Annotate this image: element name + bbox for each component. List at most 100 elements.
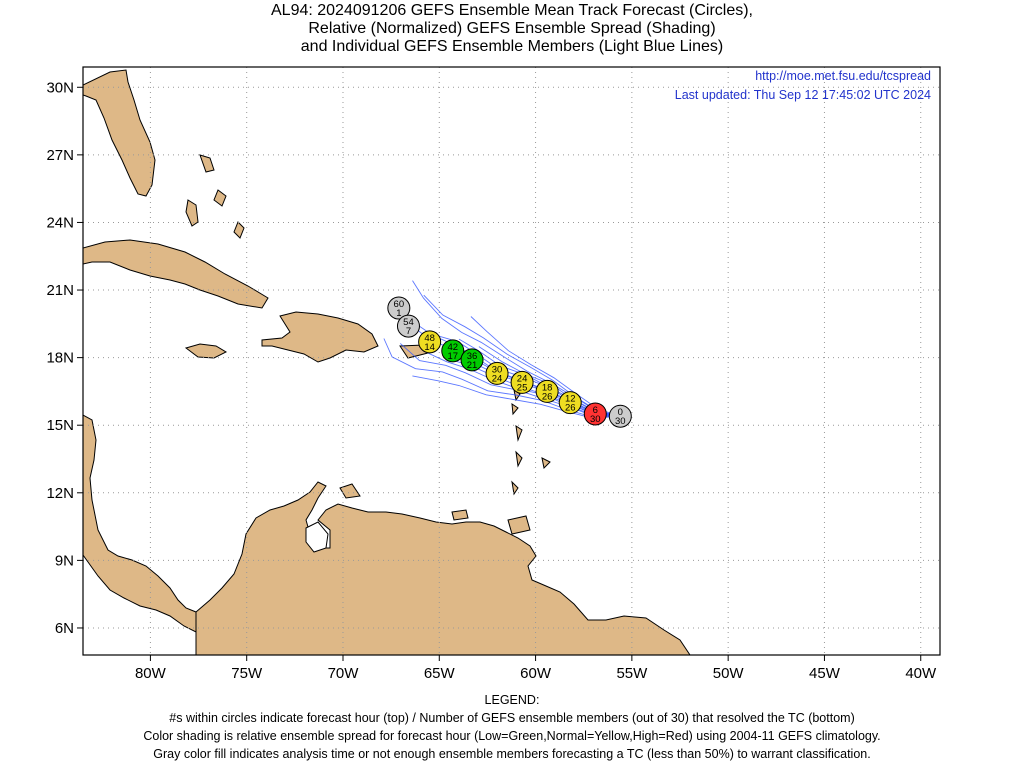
land-florida xyxy=(83,69,156,197)
member-count-label: 21 xyxy=(467,360,478,371)
lon-tick-label: 50W xyxy=(713,665,745,682)
lat-tick-label: 27N xyxy=(46,147,74,164)
land-south-america xyxy=(195,481,691,655)
forecast-hour-label: 54 xyxy=(403,317,414,328)
track-circle xyxy=(441,339,465,363)
ensemble-member-line xyxy=(423,294,621,417)
lon-tick-label: 70W xyxy=(328,665,360,682)
gridlines xyxy=(83,67,940,655)
lon-tick-label: 65W xyxy=(424,665,456,682)
axis-ticks: 30N 27N 24N 21N 18N 15N 12N 9N 6N 80W 75W 70W 65W 60W… xyxy=(46,79,937,682)
forecast-hour-label: 48 xyxy=(424,333,435,344)
legend-line-2: Color shading is relative ensemble sprea… xyxy=(143,729,881,743)
forecast-hour-label: 42 xyxy=(447,342,458,353)
lake-maracaibo xyxy=(305,521,329,553)
lon-tick-label: 45W xyxy=(809,665,841,682)
member-count-label: 7 xyxy=(406,326,411,337)
lat-tick-label: 12N xyxy=(46,485,74,502)
last-updated: Last updated: Thu Sep 12 17:45:02 UTC 20… xyxy=(675,88,931,102)
track-circle xyxy=(583,402,607,426)
land-bahamas-3 xyxy=(213,189,227,207)
land-antilles-3 xyxy=(515,424,523,442)
lon-tick-label: 55W xyxy=(616,665,648,682)
legend-line-1: #s within circles indicate forecast hour… xyxy=(169,711,855,725)
lon-tick-label: 60W xyxy=(520,665,552,682)
track-circle xyxy=(608,404,632,428)
member-count-label: 25 xyxy=(517,382,528,393)
forecast-hour-label: 60 xyxy=(394,299,405,310)
track-point: 601 xyxy=(387,296,411,320)
lon-tick-label: 75W xyxy=(231,665,263,682)
title-line-2: Relative (Normalized) GEFS Ensemble Spre… xyxy=(308,20,716,37)
track-circle xyxy=(396,314,420,338)
member-count-label: 14 xyxy=(424,342,435,353)
land-antilles-4 xyxy=(515,450,523,468)
lat-tick-label: 30N xyxy=(46,79,74,96)
land-jamaica xyxy=(184,343,228,359)
plot-frame xyxy=(82,66,941,656)
lat-tick-label: 21N xyxy=(46,282,74,299)
member-count-label: 26 xyxy=(565,403,576,414)
land-trinidad xyxy=(507,515,531,535)
title-line-1: AL94: 2024091206 GEFS Ensemble Mean Trac… xyxy=(271,2,753,19)
member-count-label: 30 xyxy=(615,416,626,427)
land-antilles-2 xyxy=(511,402,519,416)
land-margarita xyxy=(451,509,469,521)
lat-tick-label: 24N xyxy=(46,214,74,231)
legend-heading: LEGEND: xyxy=(484,693,540,707)
land-bahamas-4 xyxy=(233,221,245,239)
forecast-hour-label: 36 xyxy=(467,351,478,362)
forecast-hour-label: 30 xyxy=(492,364,503,375)
track-circle xyxy=(485,361,509,385)
ensemble-member-line xyxy=(399,343,621,417)
track-point: 547 xyxy=(396,314,420,338)
chart-title: AL94: 2024091206 GEFS Ensemble Mean Trac… xyxy=(0,2,1024,56)
track-circle xyxy=(387,296,411,320)
lon-tick-label: 40W xyxy=(905,665,937,682)
member-count-label: 17 xyxy=(447,351,458,362)
title-line-3: and Individual GEFS Ensemble Members (Li… xyxy=(300,38,724,55)
member-count-label: 24 xyxy=(492,373,503,384)
forecast-hour-label: 0 xyxy=(618,407,623,418)
source-url: http://moe.met.fsu.edu/tcspread xyxy=(755,69,931,83)
forecast-hour-label: 12 xyxy=(565,394,576,405)
track-circle xyxy=(460,348,484,372)
legend: LEGEND: #s within circles indicate forec… xyxy=(0,691,1024,763)
track-circle xyxy=(535,379,559,403)
land-hispaniola xyxy=(261,311,379,363)
land-bahamas-1 xyxy=(185,199,199,227)
land-layer xyxy=(83,69,691,655)
lat-tick-label: 9N xyxy=(55,552,74,569)
forecast-hour-label: 24 xyxy=(517,373,528,384)
land-cuba xyxy=(83,239,269,309)
track-circle xyxy=(510,370,534,394)
land-central-america xyxy=(83,414,207,633)
track-circle xyxy=(418,330,442,354)
lat-tick-label: 15N xyxy=(46,417,74,434)
land-antilles-5 xyxy=(541,457,551,470)
track-point: 030 xyxy=(608,404,632,428)
lat-tick-label: 6N xyxy=(55,620,74,637)
member-count-label: 26 xyxy=(542,391,553,402)
land-bahamas-2 xyxy=(199,154,215,173)
legend-line-3: Gray color fill indicates analysis time … xyxy=(153,747,871,761)
track-circle xyxy=(558,391,582,415)
lon-tick-label: 80W xyxy=(135,665,167,682)
land-venezuela-islands xyxy=(339,483,361,499)
track-point: 630 xyxy=(583,402,607,426)
member-count-label: 1 xyxy=(396,308,401,319)
forecast-hour-label: 6 xyxy=(593,405,598,416)
land-antilles-6 xyxy=(511,480,519,496)
lat-tick-label: 18N xyxy=(46,350,74,367)
forecast-hour-label: 18 xyxy=(542,382,553,393)
member-count-label: 30 xyxy=(590,414,601,425)
